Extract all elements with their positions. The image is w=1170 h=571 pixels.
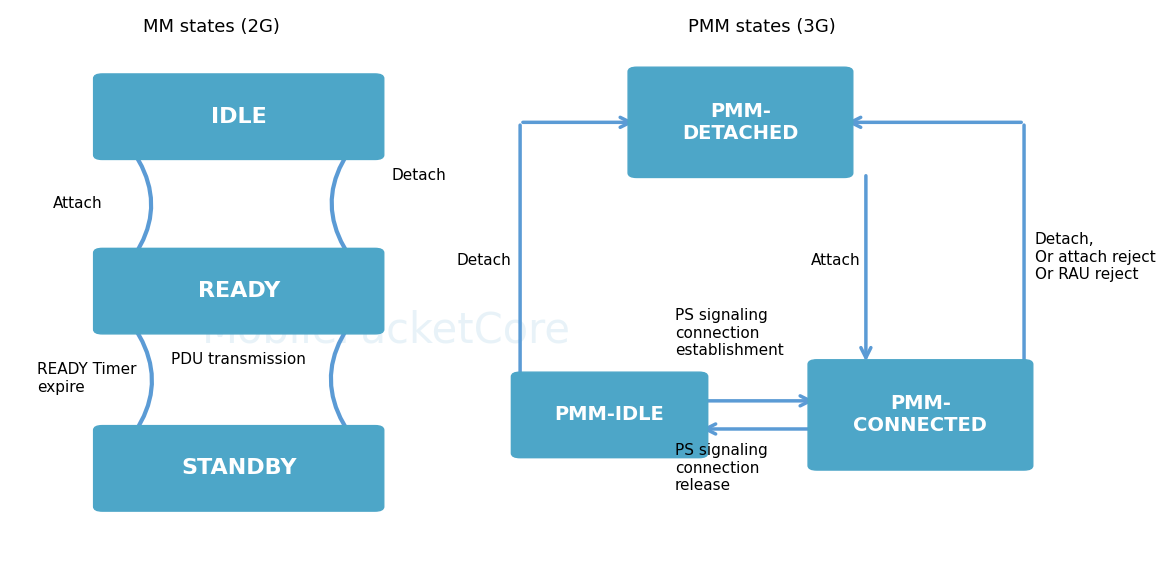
Text: Attach: Attach bbox=[54, 196, 103, 211]
FancyArrowPatch shape bbox=[851, 117, 1021, 127]
FancyArrowPatch shape bbox=[861, 176, 870, 357]
Text: MM states (2G): MM states (2G) bbox=[143, 18, 280, 36]
Text: Detach,
Or attach reject
Or RAU reject: Detach, Or attach reject Or RAU reject bbox=[1035, 232, 1156, 282]
Text: PMM states (3G): PMM states (3G) bbox=[688, 18, 837, 36]
Text: STANDBY: STANDBY bbox=[181, 459, 296, 478]
Text: PS signaling
connection
establishment: PS signaling connection establishment bbox=[675, 308, 784, 358]
FancyBboxPatch shape bbox=[808, 360, 1033, 470]
Text: READY: READY bbox=[198, 281, 280, 301]
Text: Detach: Detach bbox=[456, 253, 511, 268]
FancyArrowPatch shape bbox=[706, 424, 814, 434]
Text: IDLE: IDLE bbox=[211, 107, 267, 127]
FancyBboxPatch shape bbox=[511, 372, 708, 458]
FancyArrowPatch shape bbox=[104, 293, 152, 463]
Text: PMM-
CONNECTED: PMM- CONNECTED bbox=[853, 395, 987, 436]
Text: Detach: Detach bbox=[392, 168, 446, 183]
FancyArrowPatch shape bbox=[331, 122, 378, 289]
FancyBboxPatch shape bbox=[94, 248, 384, 334]
Text: MobilePacketCore: MobilePacketCore bbox=[201, 309, 571, 352]
Text: PMM-
DETACHED: PMM- DETACHED bbox=[682, 102, 799, 143]
FancyBboxPatch shape bbox=[94, 425, 384, 511]
Text: Attach: Attach bbox=[811, 253, 861, 268]
FancyBboxPatch shape bbox=[94, 74, 384, 159]
FancyArrowPatch shape bbox=[702, 396, 810, 406]
FancyArrowPatch shape bbox=[331, 296, 378, 467]
FancyArrowPatch shape bbox=[104, 119, 151, 286]
Text: READY Timer
expire: READY Timer expire bbox=[37, 362, 137, 395]
Text: PS signaling
connection
release: PS signaling connection release bbox=[675, 444, 768, 493]
FancyArrowPatch shape bbox=[523, 117, 631, 127]
FancyBboxPatch shape bbox=[628, 67, 853, 178]
Text: PMM-IDLE: PMM-IDLE bbox=[555, 405, 665, 424]
Text: PDU transmission: PDU transmission bbox=[171, 352, 307, 367]
